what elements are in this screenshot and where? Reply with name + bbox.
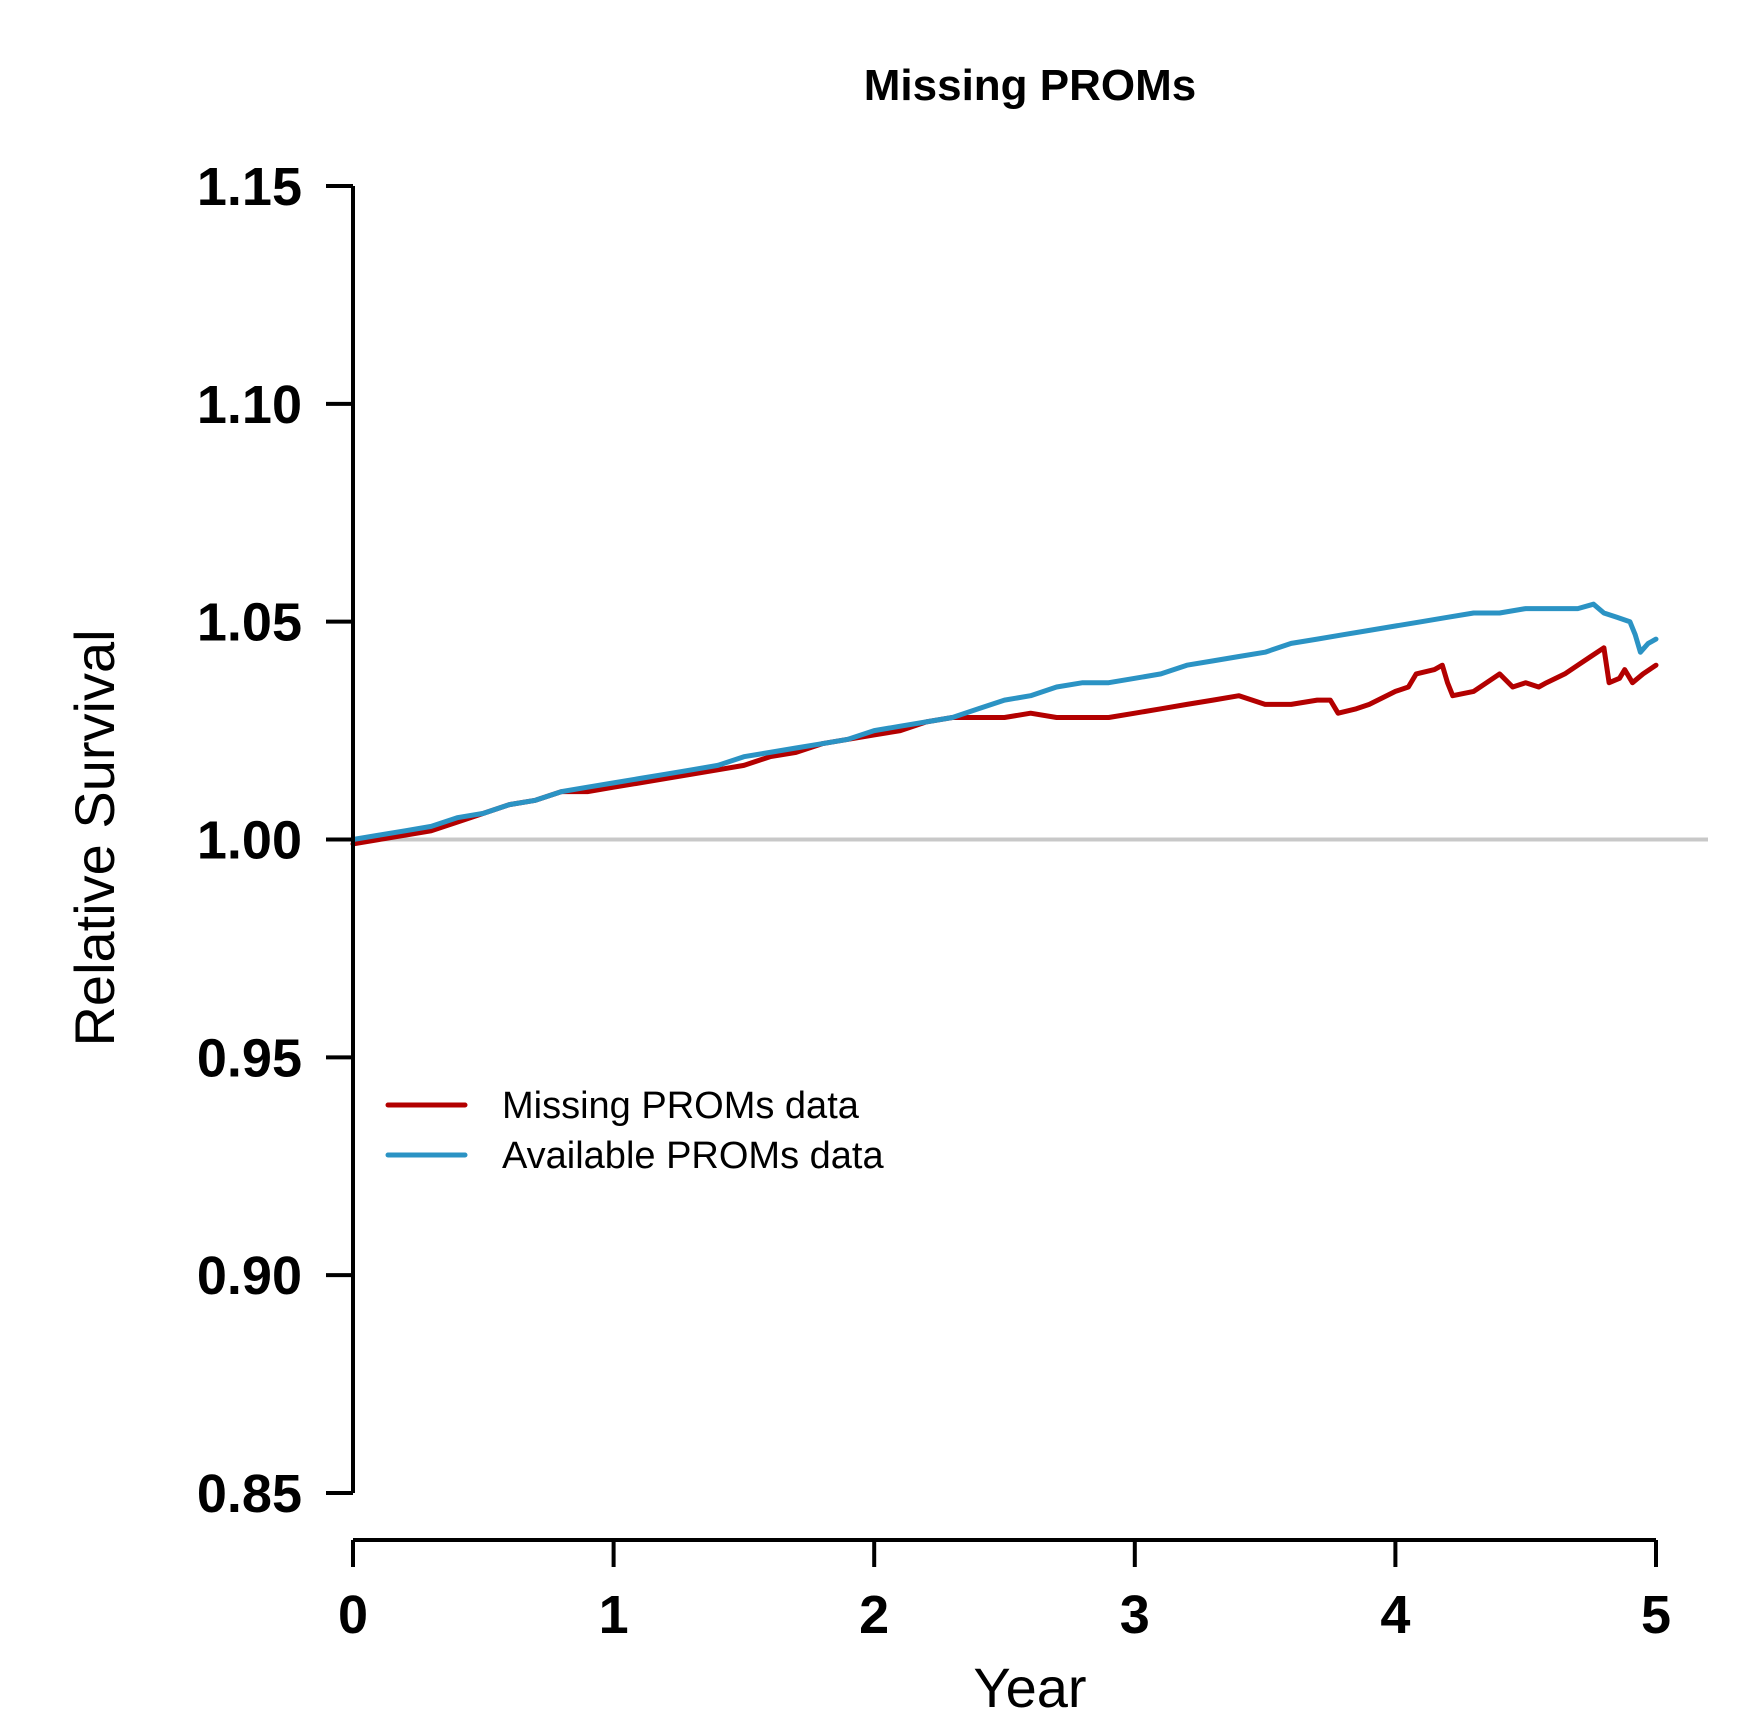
y-axis-ticks: 0.85 0.90 0.95 1.00 1.05 1.10 1.15	[197, 157, 353, 1524]
series-layer	[350, 601, 1659, 847]
chart-title: Missing PROMs	[864, 61, 1197, 110]
x-tick-label: 0	[338, 1585, 368, 1645]
x-tick-label: 2	[859, 1585, 889, 1645]
series-line-available-proms	[350, 601, 1659, 842]
x-tick-label: 5	[1641, 1585, 1671, 1645]
x-axis-ticks: 0 1 2 3 4 5	[338, 1540, 1671, 1645]
y-tick-label: 1.10	[197, 375, 302, 435]
y-tick-label: 0.90	[197, 1246, 302, 1306]
y-axis-label: Relative Survival	[63, 629, 126, 1046]
x-tick-label: 4	[1380, 1585, 1410, 1645]
y-tick-label: 1.15	[197, 157, 302, 217]
x-axis-label: Year	[973, 1656, 1086, 1719]
y-tick-label: 1.00	[197, 811, 302, 871]
y-tick-label: 1.05	[197, 593, 302, 653]
y-tick-label: 0.95	[197, 1028, 302, 1088]
x-tick-label: 1	[599, 1585, 629, 1645]
legend-label-available: Available PROMs data	[502, 1135, 884, 1177]
legend-label-missing: Missing PROMs data	[502, 1085, 860, 1127]
legend: Missing PROMs data Available PROMs data	[385, 1085, 884, 1177]
y-tick-label: 0.85	[197, 1464, 302, 1524]
x-tick-label: 3	[1120, 1585, 1150, 1645]
series-line-missing-proms	[350, 645, 1659, 847]
